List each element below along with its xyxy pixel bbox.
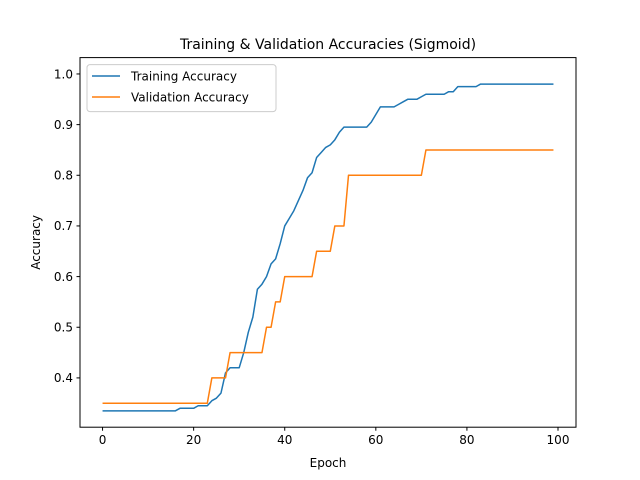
series-line-0 <box>102 83 554 412</box>
y-tick-label: 0.8 <box>54 169 73 183</box>
y-tick-label: 0.9 <box>54 118 73 132</box>
axes-frame <box>79 57 577 428</box>
y-tick-label: 0.7 <box>54 219 73 233</box>
chart-title: Training & Validation Accuracies (Sigmoi… <box>179 37 476 53</box>
y-tick-label: 0.4 <box>54 371 73 385</box>
plot-lines <box>102 83 554 412</box>
x-tick-label: 20 <box>186 433 201 447</box>
x-axis-label: Epoch <box>310 456 347 470</box>
x-tick-label: 80 <box>459 433 474 447</box>
y-tick-label: 0.5 <box>54 321 73 335</box>
series-line-1 <box>102 149 554 404</box>
x-tick-label: 0 <box>99 433 107 447</box>
x-axis-ticks: 0 20 40 60 80 100 <box>99 427 570 447</box>
x-tick-label: 100 <box>547 433 570 447</box>
legend-box <box>86 64 277 113</box>
legend-label-validation: Validation Accuracy <box>131 91 249 105</box>
legend: Training Accuracy Validation Accuracy <box>86 64 277 113</box>
y-tick-label: 1.0 <box>54 67 73 81</box>
x-tick-label: 40 <box>277 433 292 447</box>
y-tick-label: 0.6 <box>54 270 73 284</box>
x-tick-label: 60 <box>368 433 383 447</box>
legend-label-training: Training Accuracy <box>130 70 237 84</box>
y-axis-label: Accuracy <box>29 215 43 270</box>
y-axis-ticks: 0.4 0.5 0.6 0.7 0.8 0.9 1.0 <box>54 67 80 385</box>
